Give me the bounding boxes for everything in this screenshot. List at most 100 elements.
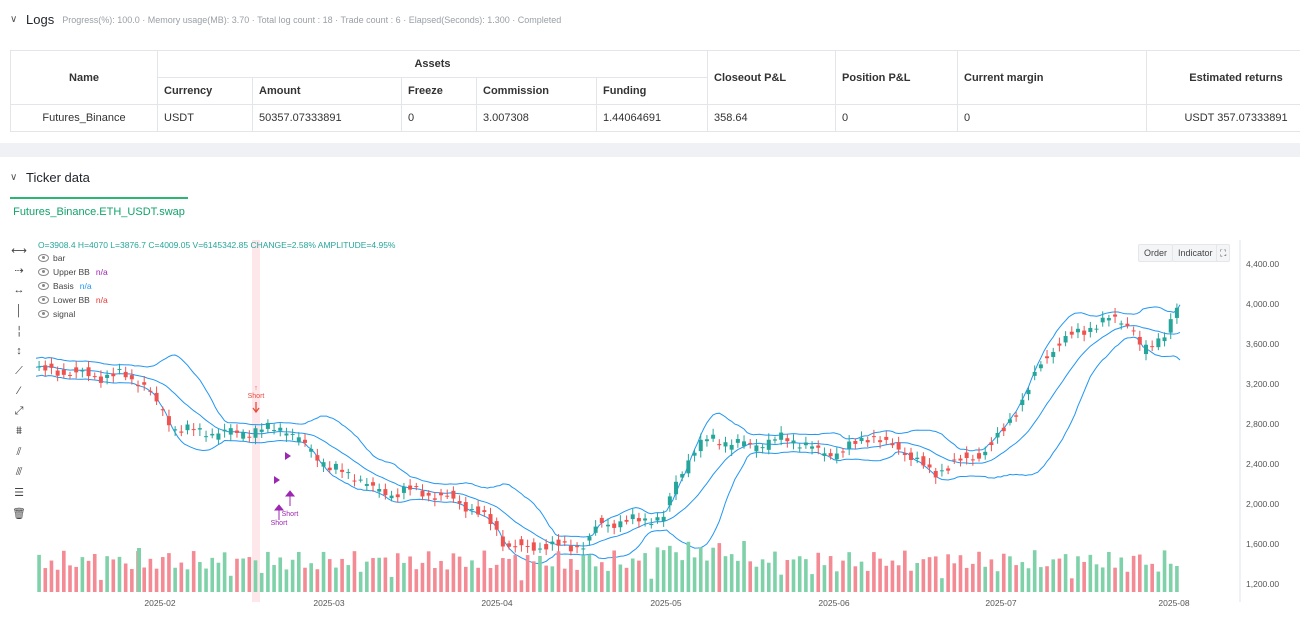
candle-body bbox=[1143, 344, 1148, 355]
candle-body bbox=[55, 370, 60, 376]
legend-upper-bb[interactable]: Upper BB n/a bbox=[38, 267, 108, 277]
candle-body bbox=[810, 446, 815, 449]
candle-body bbox=[921, 456, 926, 466]
volume-bar bbox=[62, 550, 66, 592]
order-button[interactable]: Order bbox=[1138, 244, 1174, 262]
horizontal-line-icon[interactable]: ↔ bbox=[13, 284, 25, 296]
volume-bar bbox=[903, 550, 907, 592]
chevron-down-icon[interactable]: ∨ bbox=[10, 172, 18, 183]
volume-bar bbox=[884, 565, 889, 592]
trend-line-icon[interactable]: ⟋ bbox=[15, 364, 23, 377]
legend-signal[interactable]: signal bbox=[38, 309, 75, 319]
volume-bar bbox=[123, 563, 128, 592]
crosshair-line-icon[interactable]: ⟷ bbox=[11, 244, 27, 257]
chevron-down-icon[interactable]: ∨ bbox=[10, 14, 18, 25]
candle-body bbox=[989, 442, 994, 446]
eye-icon[interactable] bbox=[38, 310, 49, 318]
horizontal-ray-icon[interactable]: ⇢ bbox=[14, 264, 24, 277]
volume-bar bbox=[754, 566, 759, 592]
fullscreen-icon[interactable]: ⛶ bbox=[1216, 244, 1231, 262]
eye-icon[interactable] bbox=[38, 282, 49, 290]
candle-body bbox=[105, 374, 110, 378]
legend-bar[interactable]: bar bbox=[38, 253, 65, 263]
chart-area[interactable]: 4,400.00 4,000.00 3,600.00 3,200.00 2,800.00… bbox=[0, 240, 1300, 628]
y-tick-label: 4,000.00 bbox=[1246, 299, 1279, 309]
volume-bar bbox=[235, 558, 239, 592]
candle-body bbox=[315, 455, 320, 461]
candle-body bbox=[624, 519, 629, 522]
volume-bar bbox=[705, 560, 709, 592]
fibonacci-icon[interactable]: ☰ bbox=[14, 486, 24, 499]
vertical-line-icon[interactable]: │ bbox=[15, 305, 23, 317]
candle-body bbox=[494, 521, 499, 530]
volume-bar bbox=[995, 571, 1000, 592]
volume-bar bbox=[1175, 565, 1179, 592]
candle-body bbox=[389, 495, 394, 499]
volume-bar bbox=[284, 569, 289, 592]
candle-body bbox=[933, 470, 938, 478]
eye-icon[interactable] bbox=[38, 254, 49, 262]
vertical-segment-icon[interactable]: ╎ bbox=[15, 325, 23, 338]
candle-body bbox=[160, 409, 165, 411]
volume-bar bbox=[525, 555, 530, 592]
price-chart[interactable]: 4,400.00 4,000.00 3,600.00 3,200.00 2,800.00… bbox=[0, 240, 1300, 628]
candle-body bbox=[1088, 327, 1093, 332]
volume-bar bbox=[791, 559, 796, 592]
volume-bar bbox=[501, 558, 505, 592]
candle-body bbox=[556, 539, 561, 546]
volume-bar bbox=[816, 552, 821, 592]
candle-body bbox=[74, 367, 79, 373]
candle-body bbox=[37, 366, 42, 368]
extended-line-icon[interactable]: ⤢ bbox=[14, 404, 24, 417]
trash-icon[interactable]: 🗑 bbox=[12, 507, 26, 520]
volume-bar bbox=[971, 563, 975, 592]
candle-body bbox=[98, 376, 103, 383]
candle-body bbox=[754, 445, 759, 452]
volume-bar bbox=[550, 566, 555, 592]
volume-bar bbox=[253, 560, 258, 592]
eye-icon[interactable] bbox=[38, 296, 49, 304]
signal-marker bbox=[273, 504, 285, 520]
volume-bar bbox=[983, 566, 988, 592]
candle-body bbox=[890, 443, 895, 446]
volume-bar bbox=[804, 559, 808, 592]
indicator-button[interactable]: Indicator bbox=[1172, 244, 1219, 262]
volume-bar bbox=[463, 566, 468, 592]
volume-bar bbox=[445, 569, 450, 592]
volume-bar bbox=[290, 559, 295, 592]
name-header: Name bbox=[10, 50, 158, 105]
volume-bar bbox=[216, 562, 221, 592]
candle-body bbox=[371, 482, 376, 486]
volume-bar bbox=[797, 556, 802, 592]
candle-body bbox=[1032, 371, 1037, 376]
candle-body bbox=[333, 463, 338, 470]
short-label: Short bbox=[248, 393, 265, 400]
candle-body bbox=[593, 526, 598, 533]
tab-ticker-symbol[interactable]: Futures_Binance.ETH_USDT.swap bbox=[10, 197, 188, 225]
candle-body bbox=[278, 427, 283, 431]
volume-bar bbox=[402, 562, 406, 592]
short-label: Short bbox=[271, 520, 288, 527]
volume-bar bbox=[321, 551, 326, 592]
ray-line-icon[interactable]: ⁄ bbox=[18, 385, 20, 397]
price-range-icon[interactable]: ⩩ bbox=[16, 424, 22, 437]
signal-marker bbox=[285, 452, 291, 460]
logs-header[interactable]: ∨ Logs Progress(%): 100.0 · Memory usage… bbox=[10, 12, 561, 27]
eye-icon[interactable] bbox=[38, 268, 49, 276]
candle-body bbox=[760, 447, 765, 449]
legend-lower-bb[interactable]: Lower BB n/a bbox=[38, 295, 108, 305]
vertical-range-icon[interactable]: ↕ bbox=[16, 345, 22, 357]
volume-bar bbox=[222, 552, 227, 592]
volume-bar bbox=[940, 578, 944, 592]
parallel-channel-icon[interactable]: ⫽ bbox=[16, 445, 22, 458]
legend-basis[interactable]: Basis n/a bbox=[38, 281, 92, 291]
ticker-header[interactable]: ∨ Ticker data bbox=[10, 170, 90, 185]
pitchfork-icon[interactable]: ⫻ bbox=[15, 465, 23, 478]
volume-bar bbox=[1156, 571, 1161, 592]
candle-body bbox=[1106, 318, 1111, 321]
candle-body bbox=[797, 447, 802, 449]
candle-body bbox=[853, 440, 858, 444]
volume-bar bbox=[426, 551, 431, 592]
volume-bar bbox=[86, 560, 91, 592]
legend-lower-label: Lower BB bbox=[53, 295, 90, 305]
